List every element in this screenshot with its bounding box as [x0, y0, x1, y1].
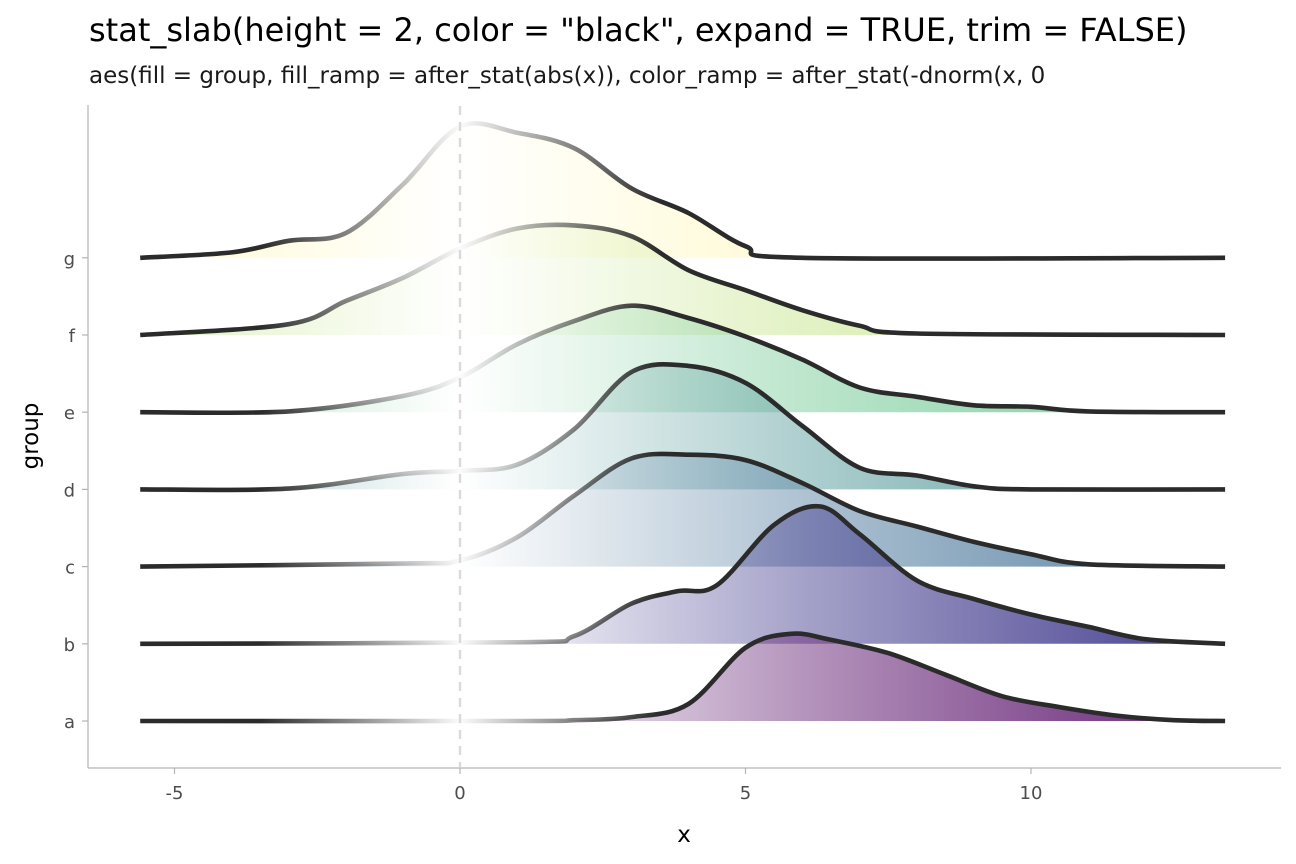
x-axis-ticks: -5 0 5 10 — [166, 768, 1043, 804]
slab-outline-b — [140, 503, 1226, 647]
slab-fill-e — [140, 305, 1226, 413]
slab-outline-e — [140, 303, 1226, 416]
slab-fill-c — [140, 453, 1226, 567]
chart-subtitle: aes(fill = group, fill_ramp = after_stat… — [89, 63, 1045, 89]
slab-group-c — [140, 451, 1226, 569]
x-tick-label: 10 — [1020, 783, 1043, 804]
y-tick-label: g — [64, 249, 75, 270]
y-tick-label: c — [65, 558, 75, 579]
y-tick-label: a — [64, 712, 75, 733]
plot-area — [140, 106, 1226, 767]
x-tick-label: 5 — [740, 783, 751, 804]
slab-group-d — [140, 361, 1226, 493]
slab-fill-b — [140, 506, 1226, 644]
slab-outline-d — [140, 361, 1226, 493]
slab-fill-a — [140, 633, 1226, 722]
slab-fill-d — [140, 364, 1226, 490]
slab-group-e — [140, 303, 1226, 416]
slab-group-f — [140, 222, 1226, 338]
slab-group-b — [140, 503, 1226, 647]
y-tick-label: f — [69, 326, 76, 347]
slab-group-a — [140, 631, 1226, 724]
y-tick-label: e — [64, 403, 75, 424]
slab-fill-g — [140, 123, 1226, 259]
y-axis-title: group — [18, 403, 44, 470]
x-axis-title: x — [677, 822, 691, 848]
chart-title: stat_slab(height = 2, color = "black", e… — [89, 11, 1188, 49]
y-axis-ticks: a b c d e f g — [64, 249, 88, 733]
y-tick-label: b — [64, 635, 75, 656]
slab-fill-f — [140, 224, 1226, 335]
slab-outline-g — [140, 121, 1226, 261]
slab-outline-f — [140, 222, 1226, 338]
y-tick-label: d — [64, 480, 75, 501]
x-tick-label: -5 — [166, 783, 184, 804]
slab-outline-c — [140, 451, 1226, 569]
x-tick-label: 0 — [454, 783, 465, 804]
slab-group-g — [140, 121, 1226, 261]
slab-outline-a — [140, 631, 1226, 724]
